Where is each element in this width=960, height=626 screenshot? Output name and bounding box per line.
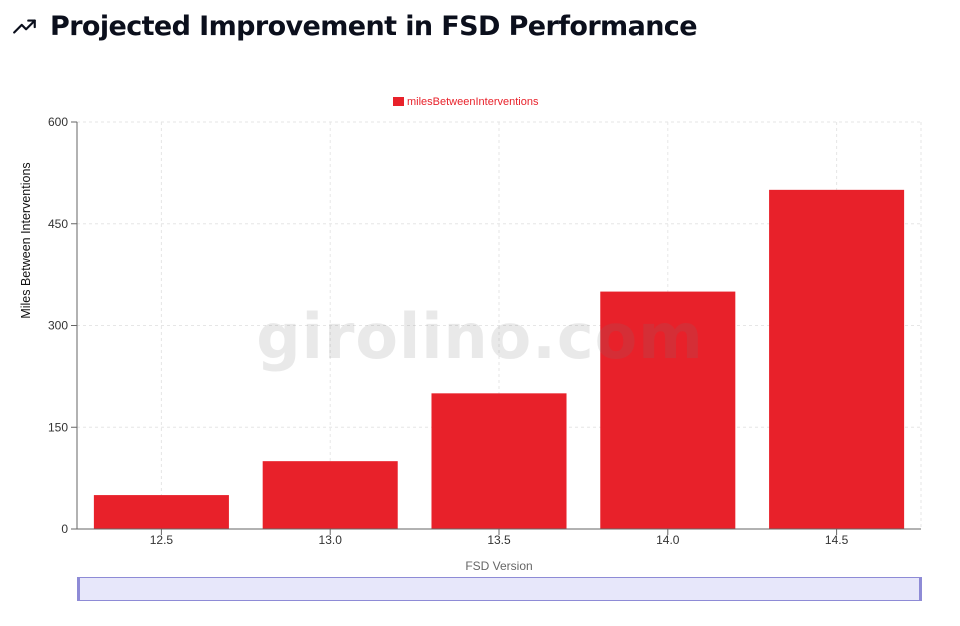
y-tick-label: 150: [48, 420, 68, 434]
x-tick-label: 13.0: [319, 533, 343, 547]
bar-14.5[interactable]: [769, 189, 905, 530]
chart-bars: [93, 189, 905, 530]
x-tick-label: 12.5: [150, 533, 174, 547]
x-tick-label: 14.0: [656, 533, 680, 547]
y-tick-label: 600: [48, 115, 68, 129]
bar-13.5[interactable]: [431, 393, 567, 529]
trending-up-icon: [12, 13, 38, 39]
y-axis-label: Miles Between Interventions: [19, 162, 33, 318]
range-brush[interactable]: [77, 577, 922, 601]
legend-label: milesBetweenInterventions: [407, 96, 539, 108]
page-title: Projected Improvement in FSD Performance: [50, 10, 698, 42]
x-axis-label: FSD Version: [465, 559, 532, 573]
chart-axes: 0 150 300 450 600 12.5 13.0 13.5 14.0 14.5: [48, 115, 921, 547]
x-tick-label: 14.5: [825, 533, 849, 547]
x-tick-label: 13.5: [487, 533, 511, 547]
y-tick-label: 300: [48, 319, 68, 333]
brush-handle-right[interactable]: [919, 577, 922, 601]
brush-handle-left[interactable]: [77, 577, 80, 601]
y-tick-label: 0: [61, 522, 68, 536]
legend-swatch: [393, 97, 404, 106]
chart-header: Projected Improvement in FSD Performance: [12, 6, 698, 46]
y-tick-label: 450: [48, 217, 68, 231]
bar-14.0[interactable]: [600, 291, 736, 529]
chart-legend[interactable]: milesBetweenInterventions: [393, 96, 539, 108]
bar-13.0[interactable]: [262, 461, 398, 529]
bar-12.5[interactable]: [93, 495, 229, 529]
